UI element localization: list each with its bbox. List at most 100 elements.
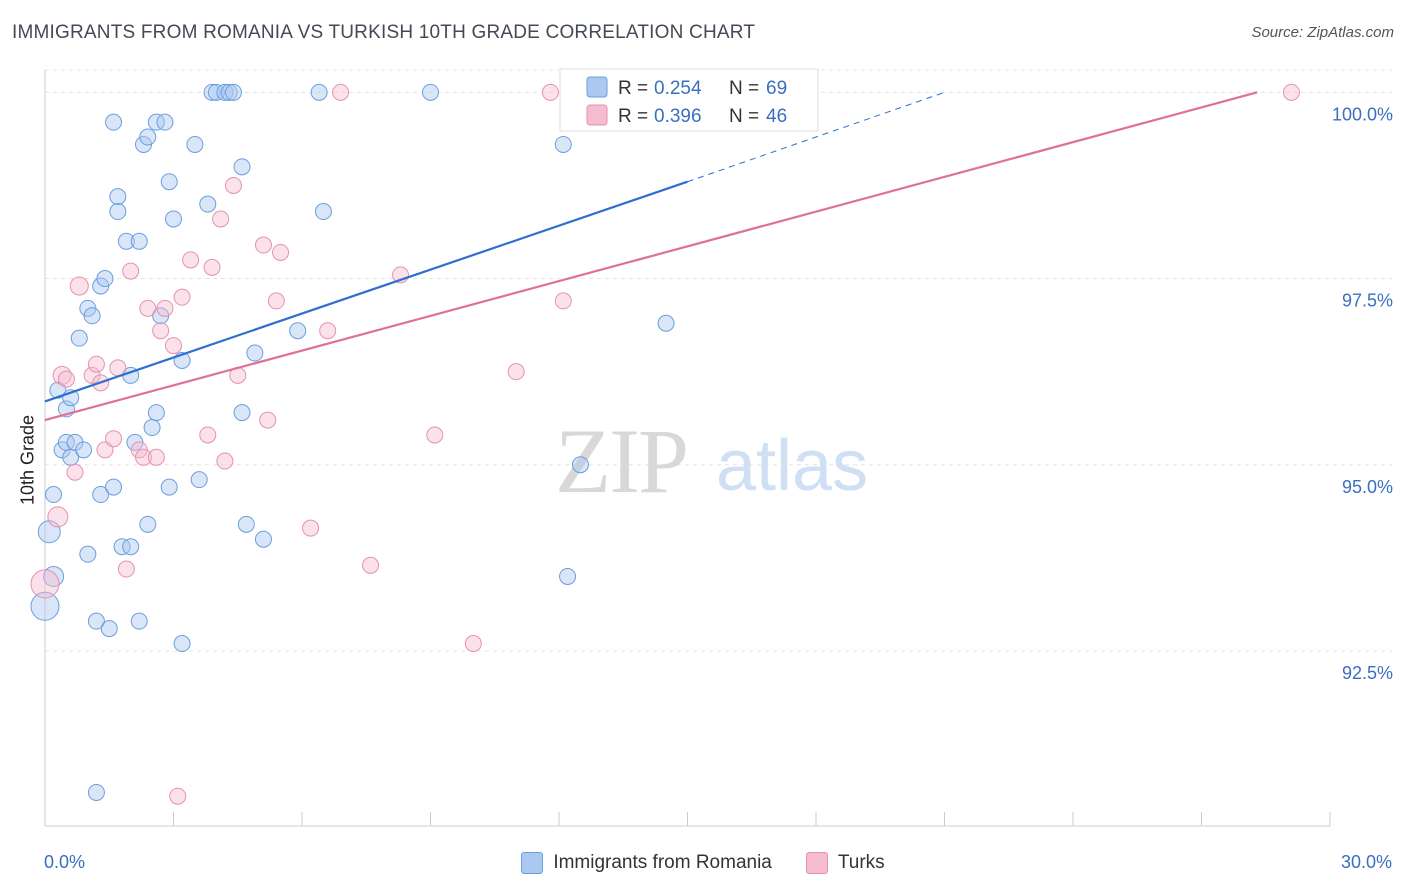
chart-source: Source: ZipAtlas.com: [1251, 24, 1394, 41]
legend-label-turks: Turks: [837, 852, 885, 873]
legend-item-turks[interactable]: Turks: [805, 852, 885, 874]
legend-swatch-romania: [521, 852, 544, 874]
watermark-zip: ZIP: [555, 410, 687, 512]
y-tick-label-2: 97.5%: [1342, 291, 1393, 311]
point-romania-53: [224, 83, 242, 101]
point-romania-46: [186, 135, 204, 153]
legend-r-value-0: 0.254: [654, 78, 702, 99]
point-romania-12: [75, 441, 93, 459]
point-romania-15: [83, 307, 101, 325]
point-romania-62: [422, 83, 439, 101]
point-turks-30: [254, 236, 272, 254]
legend-bottom: Immigrants from Romania Turks: [0, 852, 1406, 874]
point-romania-20: [96, 270, 114, 288]
legend-n-value-0: 69: [766, 78, 787, 99]
point-romania-47: [190, 471, 208, 489]
point-romania-64: [559, 567, 577, 585]
point-turks-41: [507, 363, 525, 381]
point-turks-7: [87, 355, 105, 373]
point-turks-32: [267, 292, 285, 310]
point-romania-22: [105, 478, 123, 496]
point-romania-31: [130, 232, 148, 250]
watermark: ZIP atlas: [555, 410, 868, 512]
point-romania-56: [237, 515, 255, 533]
x-tick-label-max: 30.0%: [1340, 852, 1392, 872]
point-romania-48: [199, 195, 217, 213]
point-turks-5: [69, 276, 89, 296]
point-romania-67: [657, 314, 675, 332]
point-turks-36: [332, 83, 350, 101]
point-turks-6: [83, 366, 101, 384]
point-romania-10: [66, 433, 84, 451]
point-turks-10: [105, 430, 123, 448]
point-romania-58: [254, 530, 272, 548]
point-romania-65: [571, 456, 589, 474]
point-romania-57: [246, 344, 264, 362]
point-romania-40: [156, 113, 174, 131]
point-turks-23: [182, 251, 200, 269]
point-romania-38: [147, 113, 165, 131]
point-romania-28: [122, 538, 140, 556]
point-romania-63: [554, 135, 572, 153]
point-romania-4: [49, 381, 67, 399]
point-romania-27: [117, 232, 135, 250]
point-turks-27: [216, 452, 234, 470]
point-romania-26: [113, 538, 131, 556]
legend-item-romania[interactable]: Immigrants from Romania: [521, 852, 772, 874]
point-turks-15: [135, 448, 153, 466]
point-romania-25: [109, 203, 127, 221]
point-romania-41: [160, 478, 178, 496]
point-turks-24: [199, 426, 217, 444]
point-turks-16: [139, 299, 157, 317]
point-turks-17: [147, 448, 165, 466]
point-romania-49: [203, 83, 221, 101]
point-turks-45: [1282, 83, 1300, 101]
point-romania-19: [92, 486, 110, 504]
x-tick-label-min: 0.0%: [44, 852, 86, 872]
legend-n-label-0: N =: [729, 78, 759, 99]
point-romania-0: [30, 591, 60, 621]
point-turks-22: [173, 288, 191, 306]
point-romania-50: [207, 83, 225, 101]
point-turks-19: [156, 299, 174, 317]
point-turks-26: [212, 210, 230, 228]
point-turks-4: [66, 463, 84, 481]
point-romania-35: [139, 515, 157, 533]
point-turks-35: [319, 322, 337, 340]
point-romania-3: [45, 486, 63, 504]
point-romania-24: [109, 188, 127, 206]
point-romania-43: [165, 210, 182, 228]
legend-stats-swatch-1: [586, 104, 608, 126]
point-turks-39: [426, 426, 444, 444]
point-romania-55: [233, 158, 251, 176]
point-romania-54: [233, 404, 251, 422]
data-points: [30, 83, 1300, 805]
trend-line-turks: [44, 91, 1258, 422]
point-romania-14: [79, 545, 97, 563]
legend-n-label-1: N =: [729, 106, 759, 127]
y-tick-label-1: 95.0%: [1342, 477, 1393, 497]
y-axis-label: 10th Grade: [17, 414, 38, 506]
y-tick-labels: 92.5% 95.0% 97.5% 100.0%: [1332, 104, 1393, 683]
point-turks-1: [47, 506, 69, 528]
point-turks-37: [362, 556, 380, 574]
point-turks-43: [554, 292, 572, 310]
legend-r-value-1: 0.396: [654, 106, 702, 127]
point-turks-12: [117, 560, 135, 578]
point-turks-42: [541, 83, 559, 101]
point-romania-61: [314, 203, 332, 221]
point-romania-21: [100, 620, 118, 638]
point-turks-9: [96, 441, 114, 459]
point-turks-31: [259, 411, 277, 429]
point-turks-21: [169, 787, 187, 805]
gridlines: [45, 69, 1392, 652]
point-turks-3: [57, 370, 75, 388]
point-turks-25: [203, 258, 221, 276]
point-turks-33: [272, 243, 290, 261]
trend-lines: [44, 91, 1258, 422]
point-romania-34: [139, 128, 157, 146]
point-romania-51: [216, 83, 234, 101]
trend-line-romania: [44, 180, 688, 403]
point-romania-60: [310, 83, 328, 101]
